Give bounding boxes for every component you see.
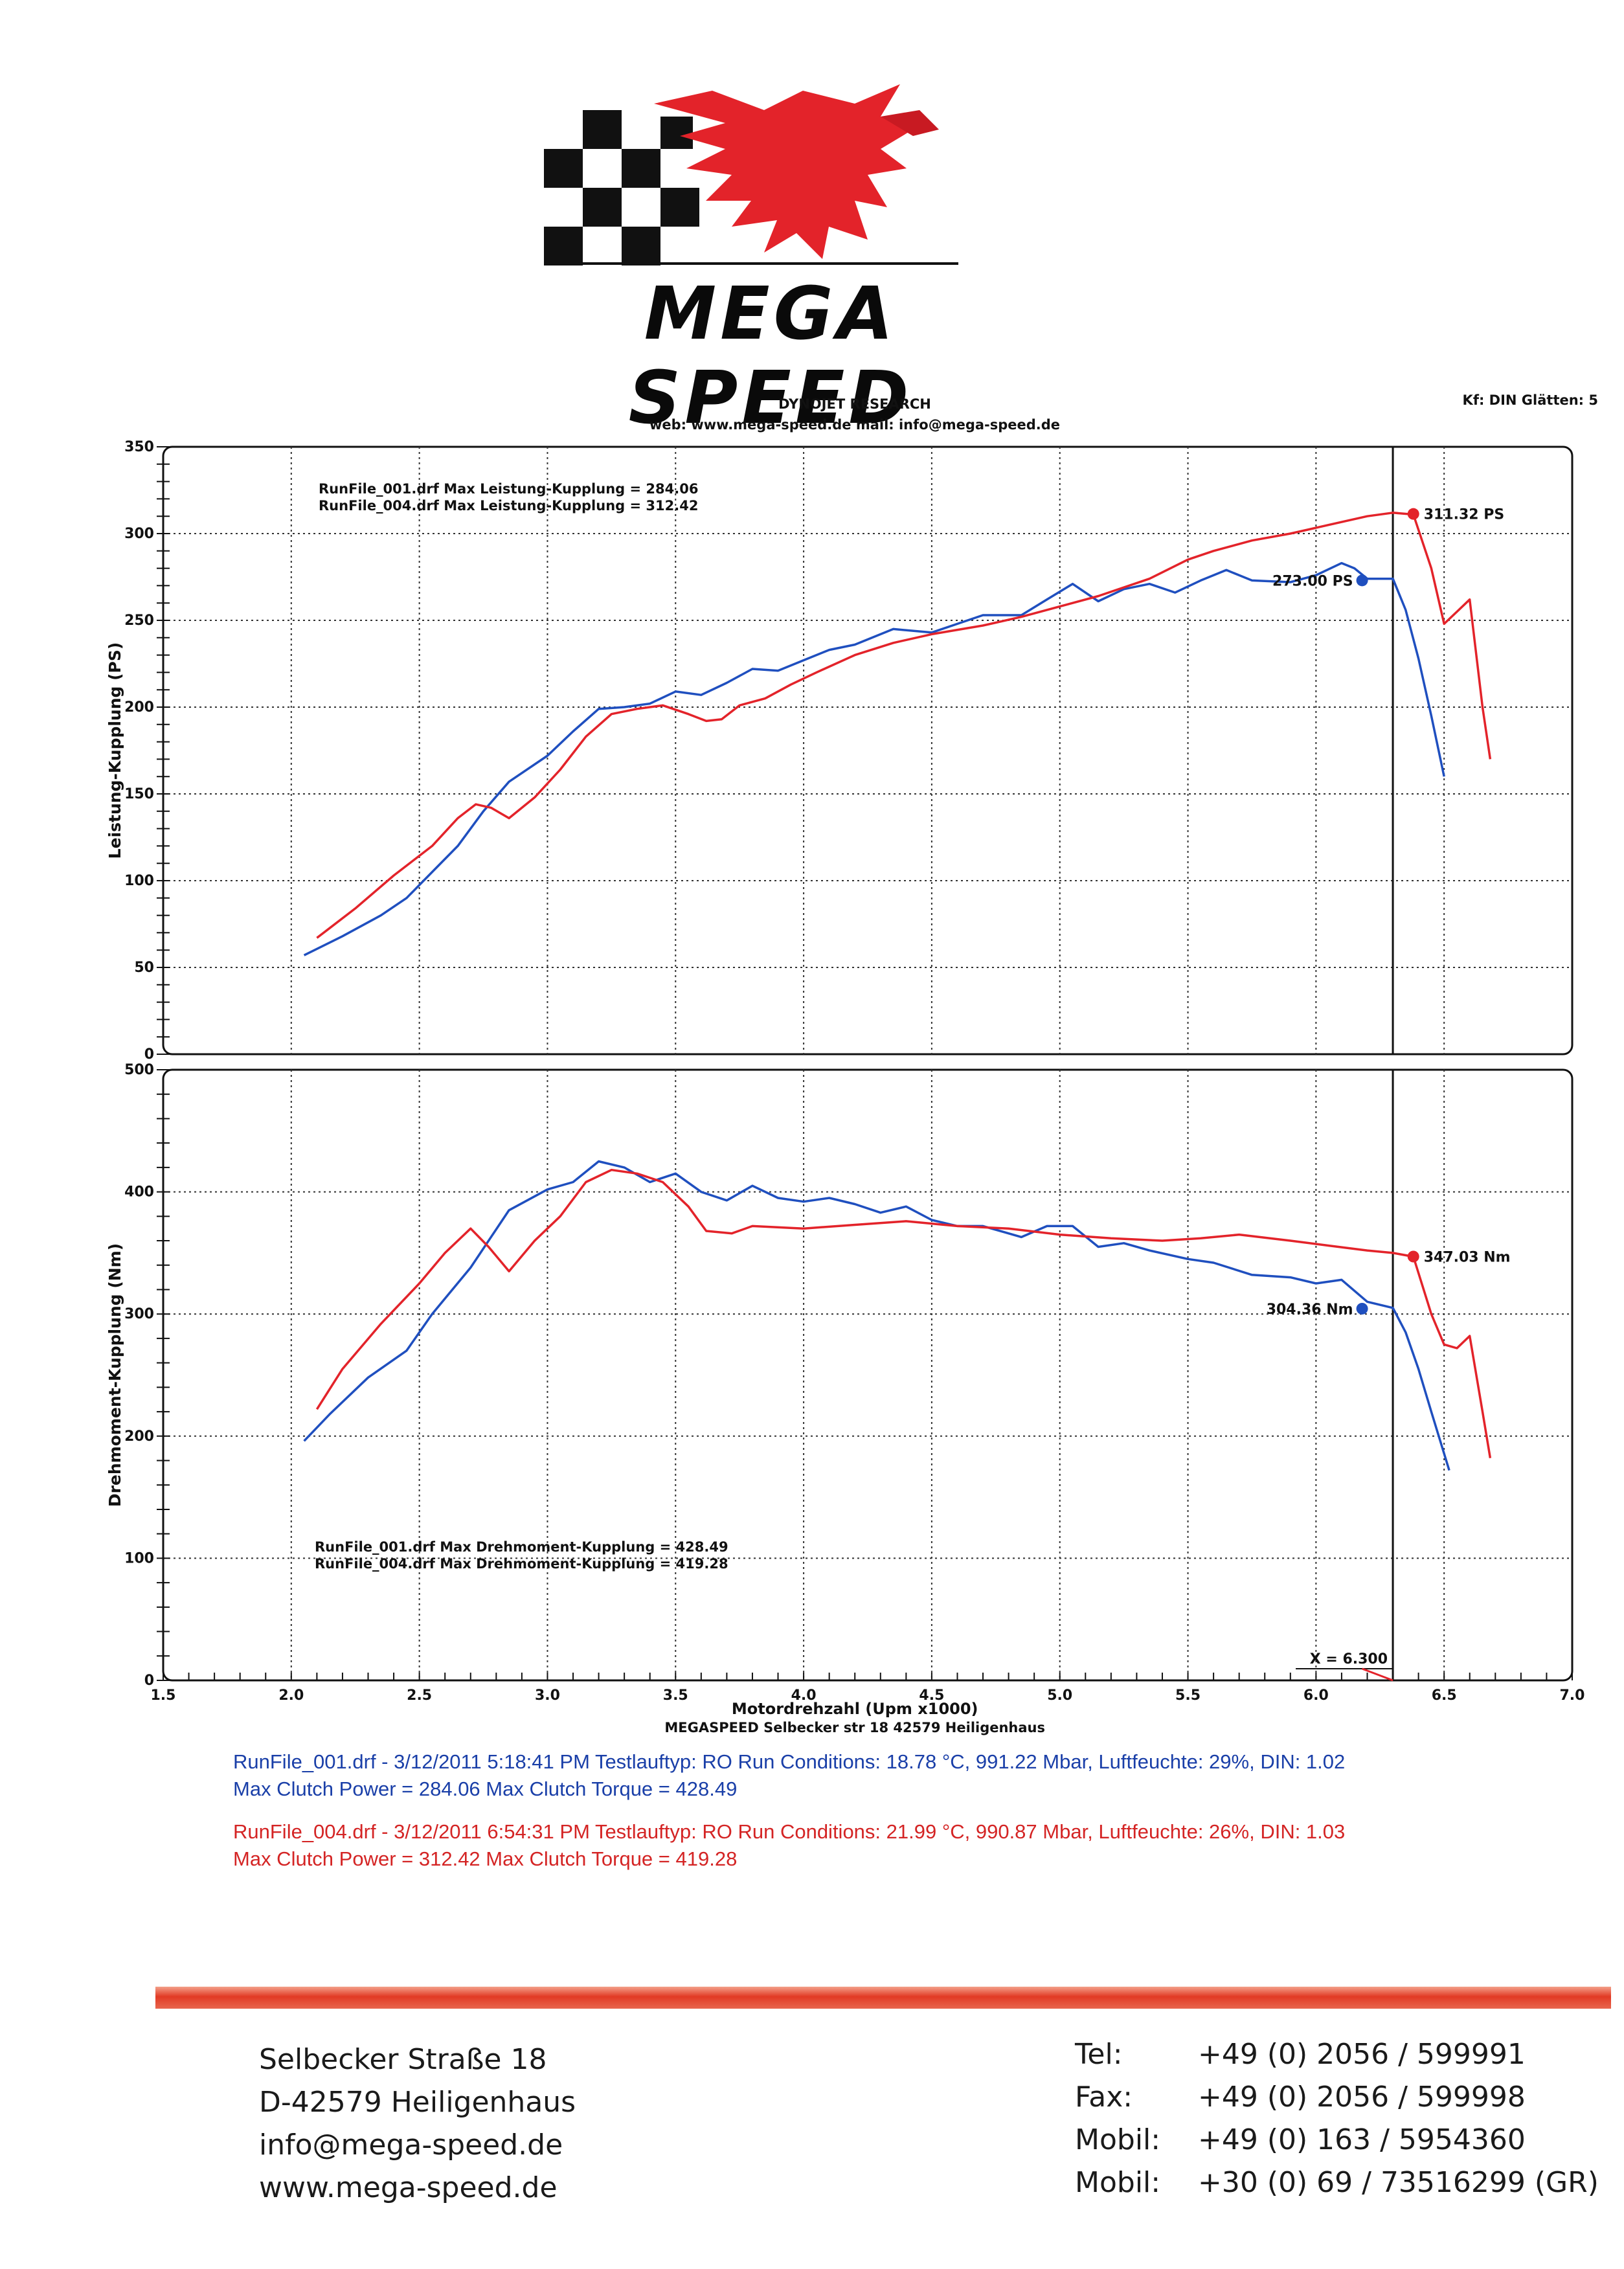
footer-contacts: Tel: +49 (0) 2056 / 599991 Fax: +49 (0) … [1075, 2033, 1599, 2204]
series-line-red [315, 1168, 1492, 1458]
x-tick-label: 3.5 [663, 1688, 688, 1704]
contact-value: +30 (0) 69 / 73516299 (GR) [1198, 2166, 1599, 2199]
x-tick-label: 7.0 [1560, 1688, 1585, 1704]
x-tick-label: 1.5 [151, 1688, 176, 1704]
contact-row: Tel: +49 (0) 2056 / 599991 [1075, 2033, 1599, 2076]
address-city: D-42579 Heiligenhaus [259, 2086, 576, 2119]
x-tick-label: 5.5 [1175, 1688, 1201, 1704]
chart-web-line: web: www.mega-speed.de mail: info@mega-s… [649, 417, 1061, 433]
address-street: Selbecker Straße 18 [259, 2043, 547, 2076]
x-tick-label: 3.0 [535, 1688, 560, 1704]
y-tick-label: 200 [124, 1428, 154, 1445]
contact-value: +49 (0) 163 / 5954360 [1198, 2123, 1526, 2156]
chart-settings: Kf: DIN Glätten: 5 [1462, 392, 1598, 408]
run-info-red: RunFile_004.drf - 3/12/2011 6:54:31 PM T… [233, 1818, 1593, 1873]
y-axis-label: Drehmoment-Kupplung (Nm) [106, 1243, 124, 1507]
logo-text: MEGA SPEED [628, 272, 913, 440]
run-info-blue: RunFile_001.drf - 3/12/2011 5:18:41 PM T… [233, 1748, 1593, 1803]
series-line-blue [303, 561, 1445, 956]
x-tick-label: 6.5 [1432, 1688, 1457, 1704]
address-website[interactable]: www.mega-speed.de [259, 2171, 558, 2204]
y-tick-label: 500 [124, 1062, 154, 1078]
data-marker [1407, 1250, 1419, 1263]
y-tick-label: 150 [124, 786, 154, 802]
max-annotation: RunFile_004.drf Max Drehmoment-Kupplung … [315, 1556, 728, 1572]
contact-label: Mobil: [1075, 2123, 1161, 2156]
data-marker [1356, 1302, 1368, 1315]
y-tick-label: 250 [124, 613, 154, 629]
footer-divider [155, 1987, 1611, 2009]
y-tick-label: 300 [124, 526, 154, 542]
red-griffin-icon [654, 84, 939, 259]
cursor-label: X = 6.300 [1310, 1651, 1388, 1667]
y-tick-label: 400 [124, 1184, 154, 1201]
data-marker [1356, 574, 1368, 587]
contact-value: +49 (0) 2056 / 599998 [1198, 2081, 1526, 2114]
checkered-flag-icon [544, 110, 699, 265]
run-info-line: RunFile_001.drf - 3/12/2011 5:18:41 PM T… [233, 1750, 1346, 1773]
run-info-line: Max Clutch Power = 284.06 Max Clutch Tor… [233, 1778, 738, 1800]
series-line-blue [303, 1160, 1450, 1471]
contact-row: Mobil: +30 (0) 69 / 73516299 (GR) [1075, 2162, 1599, 2204]
contact-label: Tel: [1075, 2038, 1123, 2071]
contact-label: Fax: [1075, 2081, 1133, 2114]
y-tick-label: 100 [124, 873, 154, 889]
data-marker [1407, 508, 1419, 520]
address-email[interactable]: info@mega-speed.de [259, 2128, 563, 2162]
footer-address: Selbecker Straße 18 D-42579 Heiligenhaus… [259, 2038, 576, 2209]
y-axis-label: Leistung-Kupplung (PS) [106, 642, 124, 859]
series-line-red [316, 512, 1492, 939]
marker-label: 311.32 PS [1424, 507, 1505, 523]
x-tick-label: 5.0 [1047, 1688, 1072, 1704]
chart-footer-text: MEGASPEED Selbecker str 18 42579 Heilige… [664, 1720, 1045, 1735]
x-tick-label: 4.5 [919, 1688, 944, 1704]
contact-label: Mobil: [1075, 2166, 1161, 2199]
panel-frame [162, 1068, 1573, 1682]
contact-value: +49 (0) 2056 / 599991 [1198, 2038, 1526, 2071]
x-tick-label: 2.5 [407, 1688, 432, 1704]
x-tick-label: 2.0 [278, 1688, 304, 1704]
dyno-chart: 0 50 100 150 200 250 300 350 Leistung-Kupplung (… [106, 439, 1585, 1735]
marker-label: 304.36 Nm [1267, 1302, 1353, 1318]
max-annotation: RunFile_001.drf Max Leistung-Kupplung = … [319, 481, 698, 497]
y-tick-label: 350 [124, 439, 154, 455]
cursor-pointer [1362, 1667, 1393, 1682]
y-tick-label: 0 [144, 1673, 154, 1689]
contact-row: Mobil: +49 (0) 163 / 5954360 [1075, 2119, 1599, 2162]
logo-emblem-icon [544, 84, 958, 265]
mega-speed-logo: MEGA SPEED [518, 78, 1023, 440]
y-tick-label: 100 [124, 1550, 154, 1566]
y-tick-label: 50 [134, 960, 154, 976]
marker-label: 347.03 Nm [1424, 1250, 1511, 1266]
run-info-line: Max Clutch Power = 312.42 Max Clutch Tor… [233, 1847, 738, 1870]
run-info: RunFile_001.drf - 3/12/2011 5:18:41 PM T… [233, 1748, 1593, 1888]
chart-title: DYNOJET RESEARCH [778, 396, 931, 412]
max-annotation: RunFile_001.drf Max Drehmoment-Kupplung … [315, 1539, 728, 1555]
y-tick-label: 0 [144, 1046, 154, 1063]
y-tick-label: 200 [124, 699, 154, 716]
x-tick-label: 6.0 [1303, 1688, 1329, 1704]
run-info-line: RunFile_004.drf - 3/12/2011 6:54:31 PM T… [233, 1820, 1346, 1843]
marker-label: 273.00 PS [1272, 573, 1353, 589]
max-annotation: RunFile_004.drf Max Leistung-Kupplung = … [319, 498, 698, 514]
x-tick-label: 4.0 [791, 1688, 817, 1704]
y-tick-label: 300 [124, 1306, 154, 1322]
contact-row: Fax: +49 (0) 2056 / 599998 [1075, 2076, 1599, 2119]
panel-frame [162, 446, 1573, 1055]
x-axis-label: Motordrehzahl (Upm x1000) [732, 1700, 978, 1718]
